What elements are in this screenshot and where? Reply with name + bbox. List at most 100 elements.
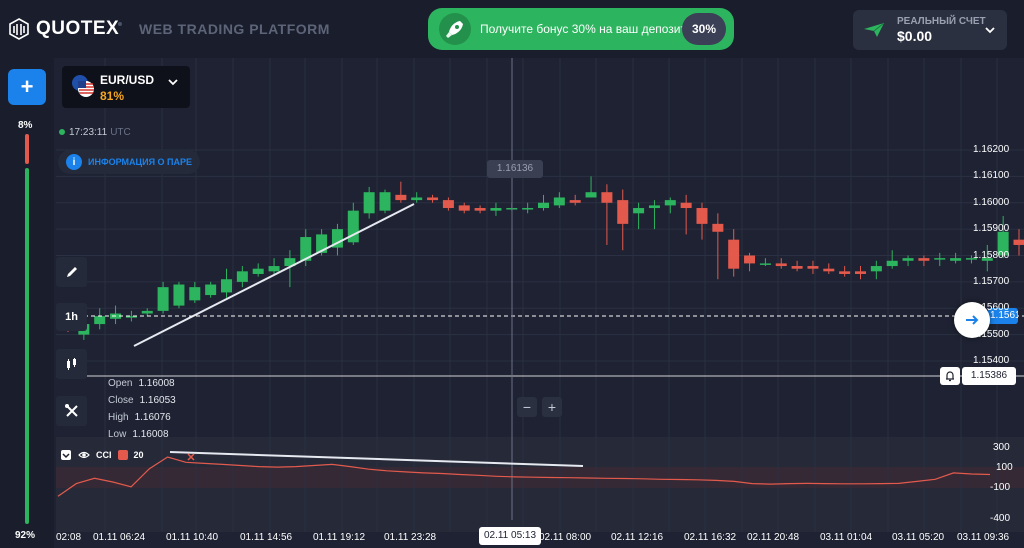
candle-body [553,197,565,206]
account-label: РЕАЛЬНЫЙ СЧЕТ [897,16,986,27]
server-clock: 17:23:11 UTC [69,127,131,138]
eye-icon[interactable] [78,450,90,460]
candle-body [94,316,106,325]
collapse-icon[interactable] [60,449,72,461]
candle-body [347,210,359,243]
high-value: 1.16076 [134,412,171,423]
header-separator [118,22,122,26]
cci-marker [187,453,195,461]
time-axis-label: 03.11 09:36 [957,532,1010,543]
bonus-banner[interactable]: Получите бонус 30% на ваш депозит 30% [428,8,734,50]
price-axis-label: 1.15700 [973,275,1010,287]
account-selector[interactable]: РЕАЛЬНЫЙ СЧЕТ $0.00 [853,10,1007,50]
candle-body [300,237,312,261]
pencil-icon [66,267,77,277]
candle-body [775,263,787,267]
current-price-tag: 1.15618 [988,308,1018,324]
asset-name: EUR/USD [100,73,155,87]
time-axis-label: 01.11 10:40 [166,532,219,543]
chevron-down-icon [985,27,995,34]
price-axis-label: 1.15900 [973,223,1010,235]
candle-body [522,208,534,210]
price-axis-label: 1.15500 [973,328,1010,340]
asset-selector[interactable]: EUR/USD 81% [62,66,190,108]
drawing-tool-button[interactable] [56,257,87,287]
asset-payout: 81% [100,89,125,103]
info-icon: i [66,154,82,170]
arrow-right-icon [966,315,979,325]
candle-body [221,279,232,293]
low-value: 1.16008 [132,429,169,440]
candle-body [965,258,977,260]
candle-body [268,266,280,272]
candle-body [284,258,296,267]
price-axis-label: 1.16100 [973,170,1010,182]
cci-axis-label: 300 [993,442,1010,453]
candle-body [474,208,486,211]
add-chart-button[interactable]: + [8,69,46,105]
candle-body [252,268,264,274]
candle-body [1013,239,1024,245]
candle-body [411,197,423,201]
open-label: Open [108,378,133,389]
candle-body [886,260,898,267]
open-value: 1.16008 [138,378,175,389]
candle-body [633,208,645,214]
time-axis-label: 01.11 23:28 [384,532,437,543]
candle-body [331,229,343,248]
cci-line [57,456,991,497]
candle-body [855,271,866,274]
price-alert-button[interactable] [940,367,960,385]
sentiment-bar-sell [25,134,29,164]
price-axis-label: 1.16200 [973,144,1010,155]
ohlc-panel: Open 1.16008 Close 1.16053 High 1.16076 Low… [108,375,176,443]
time-axis-label: 02.11 16:32 [684,532,737,543]
candle-body [728,239,740,269]
zoom-in-button[interactable]: + [542,397,562,417]
candle-body [141,310,153,314]
logo-text: QUOTEX [36,18,120,39]
time-axis-label: 02.11 20:48 [747,532,800,543]
indicator-name: CCI [96,450,112,460]
sentiment-bar-buy [25,168,29,524]
candle-body [363,192,375,214]
cci-legend: CCI 20 [60,449,144,461]
candle-body [934,258,946,260]
indicators-button[interactable] [56,396,87,426]
timeframe-button[interactable]: 1h [56,303,87,331]
indicator-period: 20 [133,450,144,460]
chart-type-button[interactable] [56,349,87,379]
eur-usd-flag-icon [72,75,94,97]
platform-label: WEB TRADING PLATFORM [139,21,330,37]
time-axis-label: 02:08 [56,532,82,543]
top-header: QUOTEX WEB TRADING PLATFORM Получите бон… [0,0,1024,58]
pair-info-button[interactable]: i ИНФОРМАЦИЯ О ПАРЕ [58,150,200,174]
live-status-dot [59,129,65,135]
time-axis-label: 01.11 19:12 [313,532,366,543]
time-axis-label: 02.11 12:16 [611,532,664,543]
candle-body [664,200,676,206]
bell-icon [946,371,954,382]
sentiment-down-percent: 92% [15,530,36,541]
time-axis-label: 01.11 14:56 [240,532,293,543]
bonus-badge[interactable]: 30% [682,13,726,45]
indicator-color-swatch[interactable] [117,450,128,460]
scroll-to-now-button[interactable] [954,302,990,338]
candle-body [744,255,756,264]
candle-body [442,200,454,209]
logo[interactable]: QUOTEX [8,18,119,40]
sentiment-up-percent: 8% [18,120,33,131]
candle-body [759,263,771,265]
candle-body [601,192,613,203]
time-axis-label: 01.11 06:24 [93,532,146,543]
close-label: Close [108,395,134,406]
rocket-icon [439,13,471,45]
price-axis-label: 1.16000 [973,196,1010,208]
time-axis-label: 02.11 08:00 [539,532,592,543]
cci-trend-line [169,451,584,467]
candle-body [427,197,439,201]
trend-line [133,203,415,347]
zoom-out-button[interactable]: − [517,397,537,417]
